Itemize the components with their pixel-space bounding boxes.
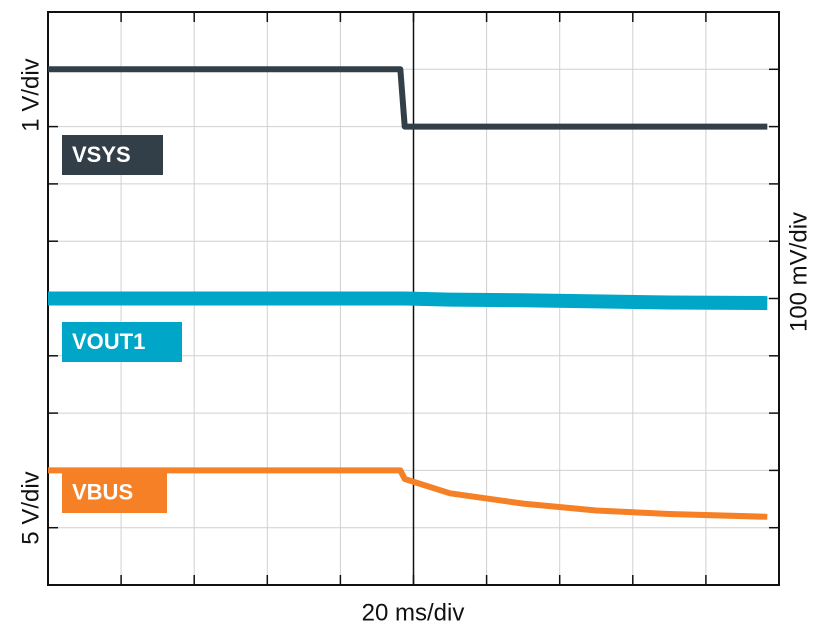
trace [48, 467, 768, 520]
y-axis-label: 5 V/div [17, 471, 44, 544]
label-box [62, 472, 167, 513]
x-axis-label: 20 ms/div [362, 599, 465, 626]
trace [48, 291, 768, 311]
label-box [62, 135, 163, 175]
y2-axis-label: 100 mV/div [785, 212, 812, 332]
label-box [62, 322, 182, 362]
series-label: VSYS [72, 142, 131, 167]
trace [48, 66, 768, 130]
series-label: VBUS [72, 479, 133, 504]
y-axis-label: 1 V/div [17, 58, 44, 131]
series-label: VOUT1 [72, 329, 145, 354]
